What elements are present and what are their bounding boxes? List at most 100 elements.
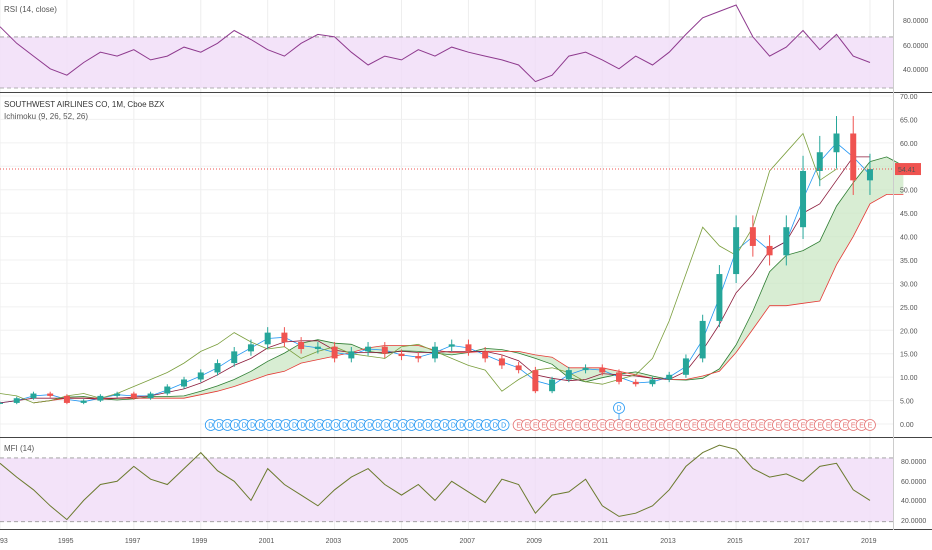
candle-body [448,344,455,347]
candle-body [314,346,321,350]
price-tick: 70.00 [900,94,918,101]
price-tick: 15.00 [900,352,918,359]
dividend-marker-label: D [275,423,280,430]
dividend-marker-label: D [309,423,314,430]
earnings-marker-label: E [659,423,664,430]
mfi-label: MFI (14) [4,444,35,453]
candle-body [231,351,238,364]
candle-body [616,372,623,382]
candle-body [582,367,589,371]
candle-body [632,381,639,385]
earnings-marker-label: E [784,423,789,430]
earnings-marker-label: E [650,423,655,430]
earnings-marker-label: E [809,423,814,430]
dividend-marker-label: D [426,423,431,430]
dividend-marker-label: D [359,423,364,430]
price-tag-label: 54.41 [898,167,916,174]
dividend-marker-label: D [409,423,414,430]
chart-title: SOUTHWEST AIRLINES CO, 1M, Cboe BZX [4,100,165,109]
dividend-marker-label: D [351,423,356,430]
price-tag [895,163,921,176]
earnings-marker-label: E [776,423,781,430]
time-tick: 1997 [125,538,141,545]
earnings-marker-label: E [834,423,839,430]
earnings-marker-label: E [851,423,856,430]
earnings-marker-label: E [600,423,605,430]
earnings-marker-label: E [667,423,672,430]
time-tick: 2005 [393,538,409,545]
candle-body [331,346,338,359]
earnings-marker-label: E [826,423,831,430]
candle-body [482,351,489,359]
earnings-marker-label: E [533,423,538,430]
earnings-marker-label: E [725,423,730,430]
time-tick: 2007 [459,538,475,545]
candle-body [164,386,171,394]
time-tick: 2003 [326,538,342,545]
candle-body [398,353,405,357]
candle-body [549,379,556,392]
price-axis: 70.0065.0060.0055.0050.0045.0040.0035.00… [900,94,918,429]
dividend-marker-label: D [208,423,213,430]
dividend-marker-label: D [617,406,622,413]
candle-body [783,227,790,256]
candle-body [114,393,121,396]
earnings-marker-label: E [608,423,613,430]
candle-body [214,363,221,373]
mfi-tick: 40.0000 [901,498,926,505]
dividend-marker-label: D [443,423,448,430]
dividend-marker-label: D [476,423,481,430]
candle-body [800,170,807,228]
price-tick: 45.00 [900,211,918,218]
earnings-marker-label: E [642,423,647,430]
dividend-marker-label: D [459,423,464,430]
dividend-marker [613,402,625,414]
dividend-marker-label: D [367,423,372,430]
earnings-marker-label: E [767,423,772,430]
candle-body [833,133,840,153]
dividend-marker-label: D [468,423,473,430]
dividend-marker-label: D [258,423,263,430]
dividend-marker-label: D [401,423,406,430]
candle-body [197,372,204,380]
earnings-marker-label: E [692,423,697,430]
time-tick: 2017 [794,538,810,545]
candle-body [431,346,438,359]
candle-body [415,356,422,359]
price-tick: 60.00 [900,141,918,148]
candle-body [348,351,355,359]
price-tick: 20.00 [900,328,918,335]
earnings-marker-label: E [792,423,797,430]
earnings-marker-label: E [633,423,638,430]
mfi-tick: 20.0000 [901,518,926,525]
earnings-marker-label: E [625,423,630,430]
rsi-label: RSI (14, close) [4,5,57,14]
rsi-band [0,36,893,88]
candle-body [699,320,706,359]
candle-body [866,169,873,181]
earnings-marker-label: E [525,423,530,430]
price-tick: 0.00 [900,422,914,429]
dividend-marker-label: D [267,423,272,430]
earnings-marker-label: E [817,423,822,430]
candle-body [80,400,87,403]
earnings-marker-label: E [759,423,764,430]
earnings-marker-label: E [751,423,756,430]
dividend-marker-label: D [384,423,389,430]
candle-body [716,274,723,321]
earnings-marker-label: E [709,423,714,430]
mfi-series [0,444,871,521]
dividend-marker-label: D [493,423,498,430]
dividend-marker-label: D [250,423,255,430]
price-tick: 25.00 [900,305,918,312]
time-tick: 2019 [861,538,877,545]
dividend-marker-label: D [484,423,489,430]
dividend-marker-label: D [334,423,339,430]
candle-body [47,393,54,396]
mfi-line [0,444,871,521]
candle-body [30,393,37,399]
candlesticks [0,116,873,405]
price-tick: 30.00 [900,281,918,288]
time-tick: 2015 [727,538,743,545]
